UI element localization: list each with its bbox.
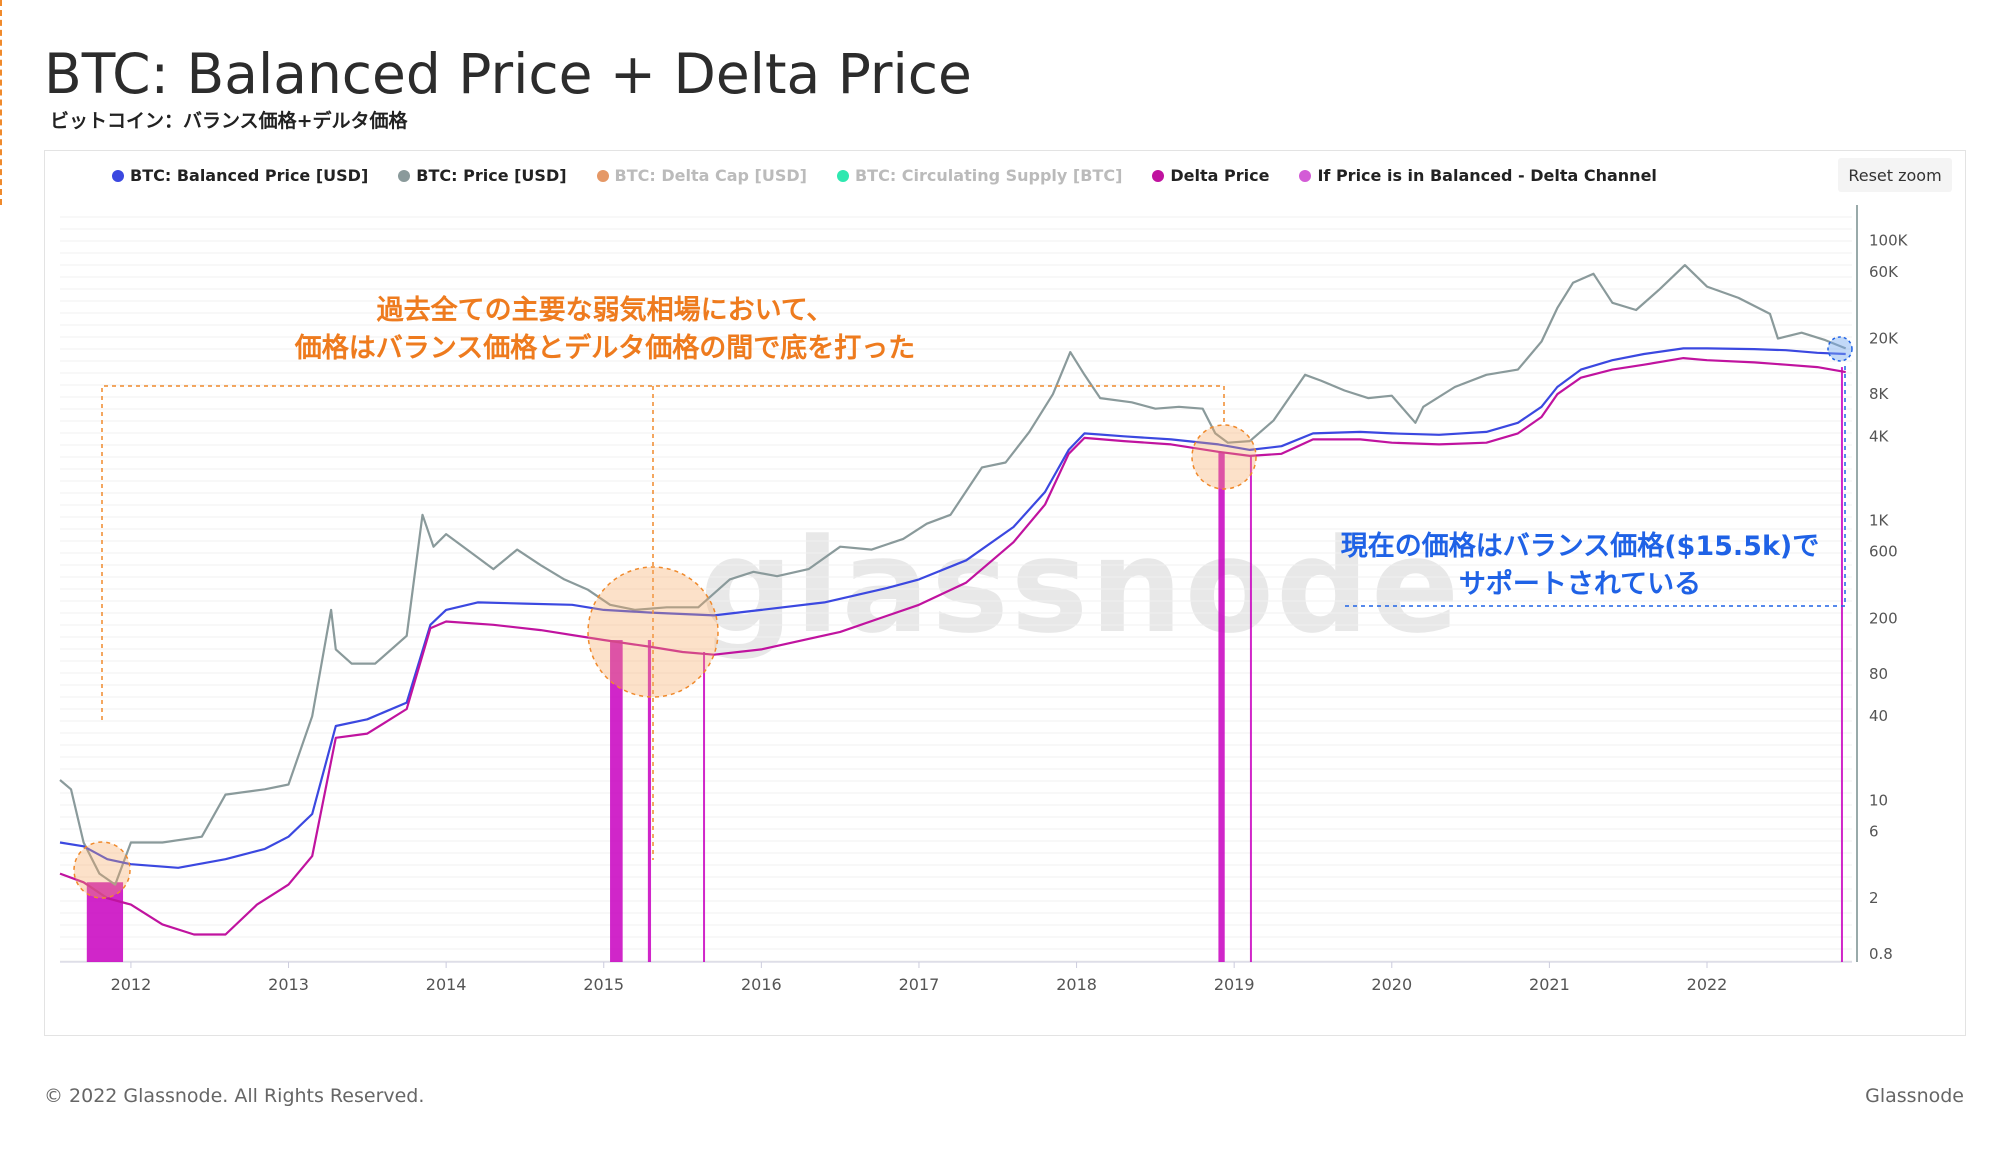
- x-tick-label: 2012: [111, 975, 152, 994]
- y-tick-label: 600: [1869, 543, 1898, 561]
- legend-label: BTC: Price [USD]: [416, 166, 567, 185]
- highlight-circle: [587, 566, 719, 698]
- channel-period-bar: [1249, 455, 1252, 962]
- legend-dot-icon: [596, 169, 609, 182]
- chart-frame: [44, 150, 1966, 1036]
- x-tick-label: 2013: [268, 975, 309, 994]
- legend-dot-icon: [836, 169, 849, 182]
- page-subtitle: ビットコイン：バランス価格+デルタ価格: [50, 110, 408, 132]
- annotation-current-price: 現在の価格はバランス価格($15.5k)で サポートされている: [1300, 528, 1860, 604]
- legend-dot-icon: [398, 169, 411, 182]
- series-line: [59, 264, 1847, 886]
- highlight-circle: [1191, 424, 1257, 490]
- page-title: BTC: Balanced Price + Delta Price: [44, 42, 972, 106]
- legend-item-3[interactable]: BTC: Circulating Supply [BTC]: [836, 166, 1123, 185]
- annotation-current-price-line2: サポートされている: [1458, 569, 1702, 600]
- annotation-bear-market: 過去全ての主要な弱気相場において、 価格はバランス価格とデルタ価格の間で底を打っ…: [220, 292, 990, 368]
- y-tick-label: 10: [1869, 791, 1888, 809]
- legend-item-5[interactable]: If Price is in Balanced - Delta Channel: [1299, 166, 1657, 185]
- channel-period-bar: [647, 640, 652, 962]
- highlight-circle-current: [1827, 336, 1853, 362]
- legend-item-0[interactable]: BTC: Balanced Price [USD]: [112, 166, 368, 185]
- series-line: [59, 347, 1846, 869]
- y-tick-label: 80: [1869, 665, 1888, 683]
- x-tick-label: 2018: [1056, 975, 1097, 994]
- footer-copyright: © 2022 Glassnode. All Rights Reserved.: [44, 1085, 425, 1107]
- y-tick-label: 100K: [1869, 232, 1909, 250]
- y-tick-label: 2: [1869, 889, 1879, 907]
- x-tick-label: 2014: [426, 975, 467, 994]
- legend-item-4[interactable]: Delta Price: [1152, 166, 1269, 185]
- x-tick-label: 2020: [1371, 975, 1412, 994]
- legend-dot-icon: [1299, 169, 1312, 182]
- left-guide-line: [0, 0, 2, 205]
- annotation-bracket: [101, 385, 1225, 720]
- y-tick-label: 8K: [1869, 385, 1890, 403]
- legend-dot-icon: [1152, 169, 1165, 182]
- channel-period-bar: [703, 651, 706, 962]
- y-tick-label: 20K: [1869, 330, 1899, 348]
- chart-legend: BTC: Balanced Price [USD] BTC: Price [USD…: [112, 166, 1657, 185]
- y-tick-label: 6: [1869, 822, 1879, 840]
- channel-period-bar: [1218, 451, 1225, 962]
- annotation-current-price-line1: 現在の価格はバランス価格($15.5k)で: [1340, 531, 1820, 562]
- y-tick-label: 1K: [1869, 512, 1890, 530]
- series-line: [59, 357, 1846, 936]
- x-tick-label: 2019: [1214, 975, 1255, 994]
- y-tick-label: 40: [1869, 707, 1888, 725]
- x-tick-label: 2022: [1687, 975, 1728, 994]
- channel-period-bar: [610, 640, 623, 962]
- annotation-bear-market-line2: 価格はバランス価格とデルタ価格の間で底を打った: [294, 333, 916, 364]
- legend-dot-icon: [112, 169, 124, 182]
- reset-zoom-button[interactable]: Reset zoom: [1838, 158, 1952, 192]
- legend-item-1[interactable]: BTC: Price [USD]: [398, 166, 567, 185]
- legend-label: BTC: Delta Cap [USD]: [614, 166, 807, 185]
- legend-item-2[interactable]: BTC: Delta Cap [USD]: [596, 166, 807, 185]
- annotation-bear-market-line1: 過去全ての主要な弱気相場において、: [376, 295, 834, 326]
- legend-label: BTC: Circulating Supply [BTC]: [854, 166, 1123, 185]
- y-tick-label: 4K: [1869, 427, 1890, 445]
- annotation-bracket-current: [1345, 362, 1846, 607]
- x-tick-label: 2015: [583, 975, 624, 994]
- channel-period-bar: [1840, 367, 1843, 963]
- highlight-circle: [73, 841, 131, 899]
- legend-label: If Price is in Balanced - Delta Channel: [1317, 166, 1657, 185]
- legend-label: Delta Price: [1170, 166, 1270, 185]
- y-tick-label: 60K: [1869, 263, 1899, 281]
- y-tick-label: 0.8: [1869, 945, 1893, 963]
- x-tick-label: 2016: [741, 975, 782, 994]
- x-tick-label: 2017: [899, 975, 940, 994]
- legend-label: BTC: Balanced Price [USD]: [130, 166, 369, 185]
- footer-brand: Glassnode: [1865, 1085, 1964, 1107]
- x-tick-label: 2021: [1529, 975, 1570, 994]
- y-tick-label: 200: [1869, 609, 1898, 627]
